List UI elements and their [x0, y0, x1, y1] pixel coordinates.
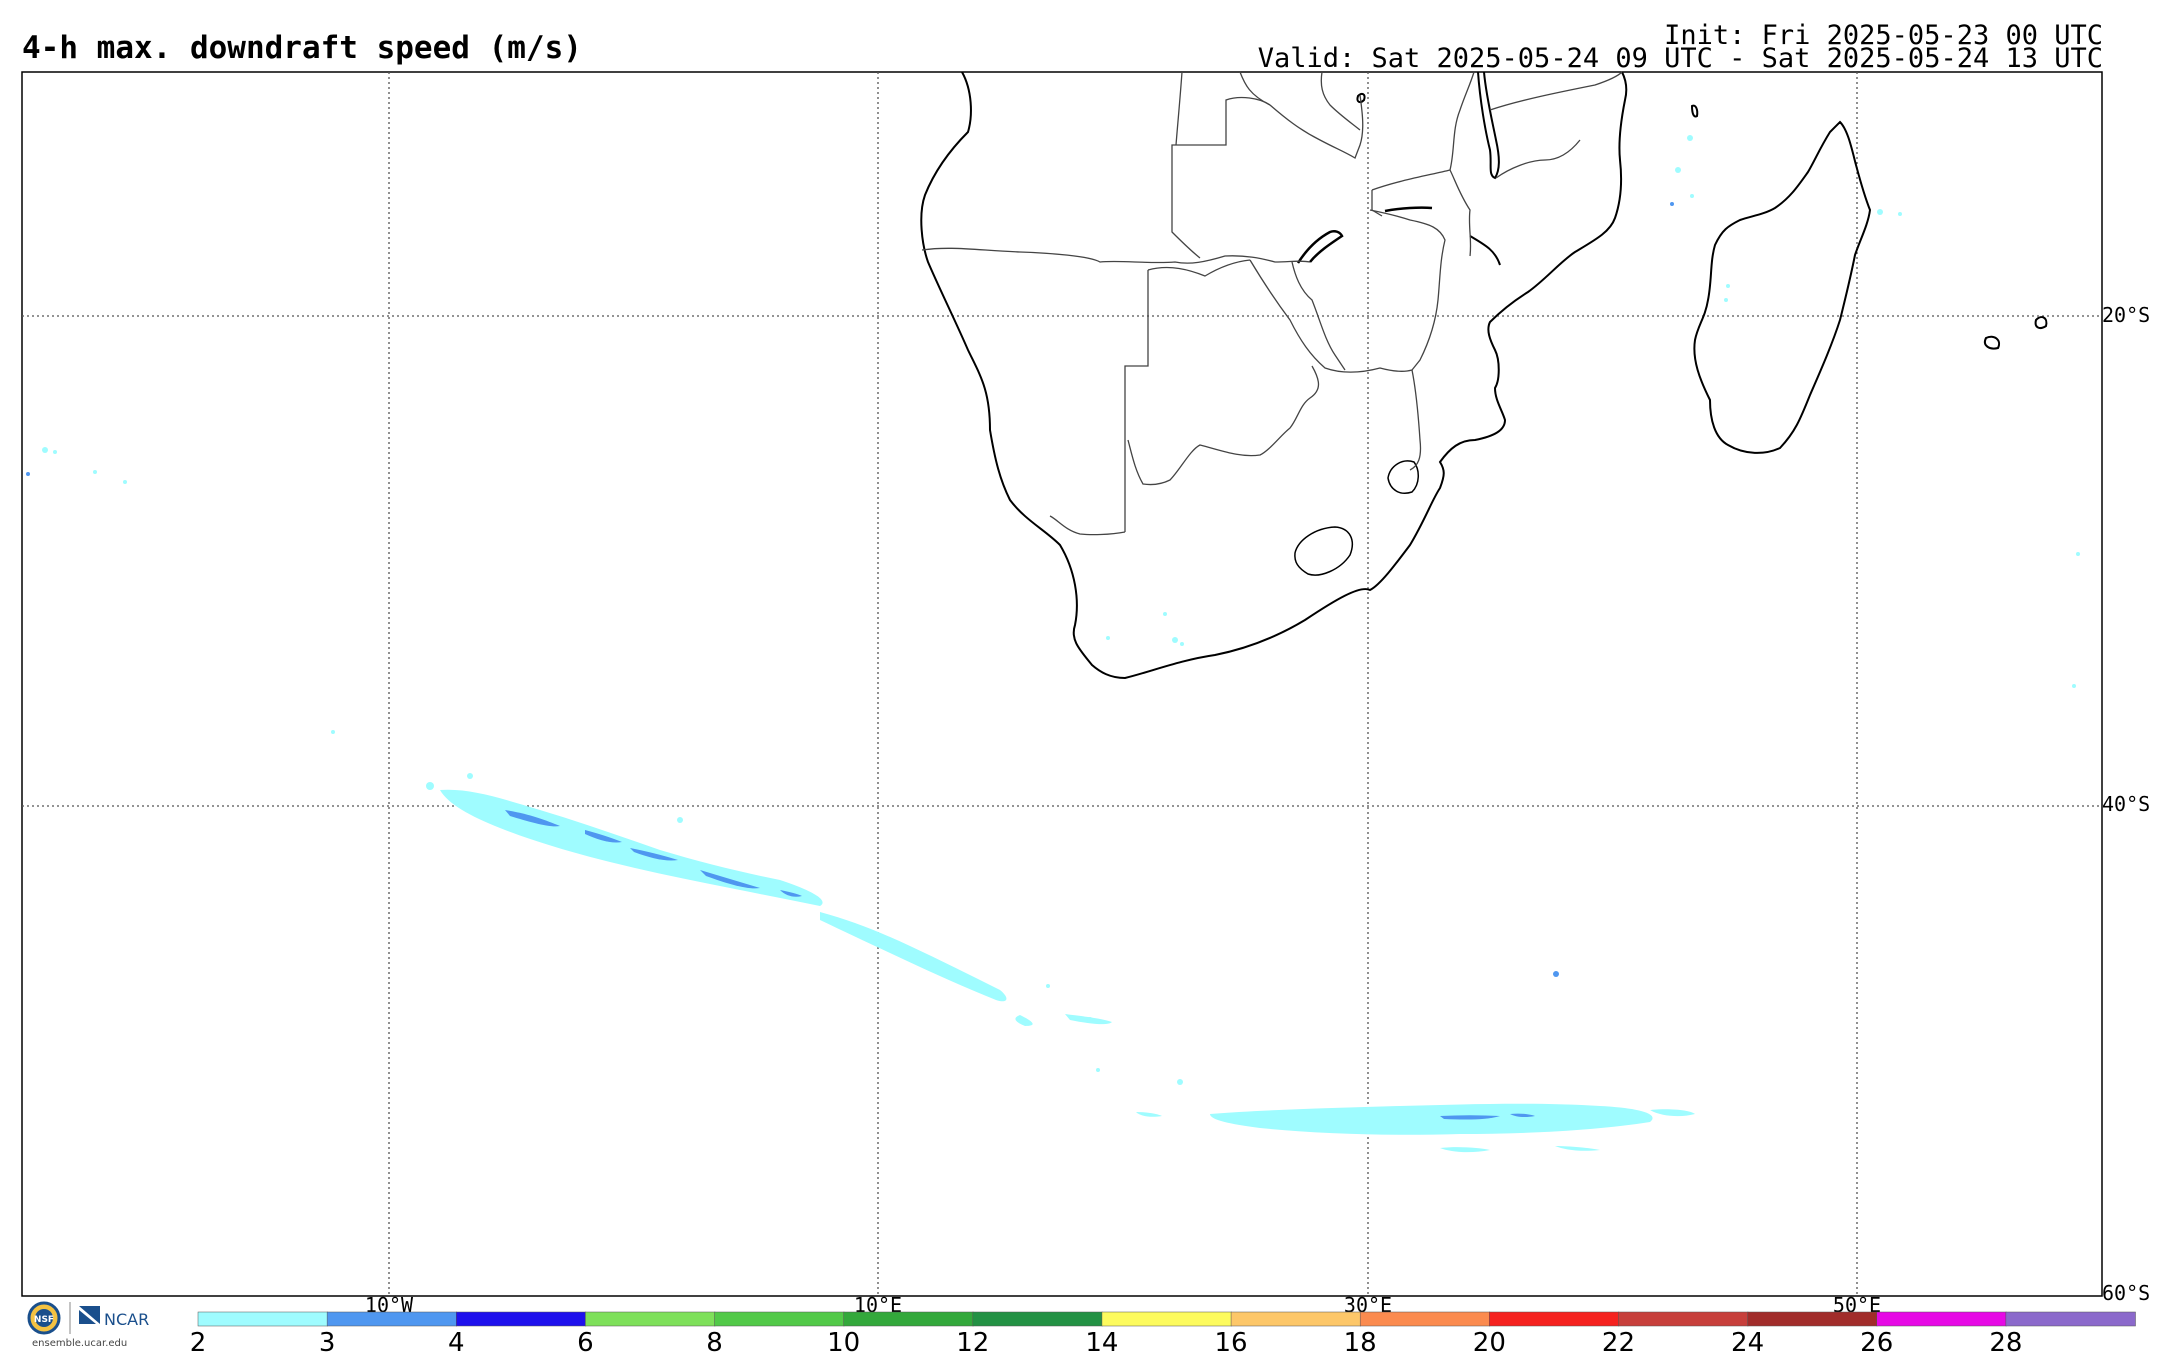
colorbar-swatch: [197, 1311, 328, 1327]
colorbar-swatch: [1359, 1311, 1491, 1327]
lake-kariba: [1296, 229, 1344, 264]
colorbar-swatch: [1747, 1311, 1878, 1327]
madagascar-coastline: [1693, 120, 1872, 454]
colorbar-swatch: [1230, 1311, 1361, 1327]
downdraft-field-level-2: [42, 135, 2080, 1153]
colorbar-swatch: [1618, 1311, 1749, 1327]
eswatini-border: [1387, 460, 1419, 494]
lesotho-border: [1294, 526, 1354, 576]
reunion-island: [1984, 335, 2000, 350]
colorbar-swatch: [1876, 1311, 2007, 1327]
colorbar-tick-label: 26: [1860, 1328, 1894, 1358]
init-time: Init: Fri 2025-05-23 00 UTC: [1664, 20, 2103, 51]
colorbar-swatch: [1101, 1311, 1232, 1327]
colorbar: [197, 1311, 2136, 1327]
colorbar-swatch: [2005, 1311, 2136, 1327]
map-title: 4-h max. downdraft speed (m/s): [22, 30, 582, 66]
colorbar-swatch: [456, 1311, 587, 1327]
colorbar-tick-label: 24: [1731, 1328, 1765, 1358]
colorbar-tick-label: 2: [189, 1328, 207, 1358]
ncar-logo: NCAR: [79, 1306, 149, 1329]
comoros-island: [1690, 104, 1699, 118]
lake-malawi: [1477, 71, 1500, 180]
colorbar-tick-label: 14: [1085, 1328, 1119, 1358]
colorbar-swatch: [585, 1311, 716, 1327]
colorbar-tick-label: 28: [1989, 1328, 2023, 1358]
colorbar-tick-label: 18: [1343, 1328, 1377, 1358]
colorbar-swatch: [972, 1311, 1103, 1327]
ncar-logo-text: NCAR: [104, 1310, 149, 1329]
colorbar-tick-label: 22: [1601, 1328, 1635, 1358]
colorbar-swatch: [326, 1311, 458, 1327]
nsf-logo-text: NSF: [34, 1315, 54, 1325]
zambezi-fragment: [1469, 235, 1501, 266]
lake-cahora-bassa: [1384, 206, 1433, 213]
nsf-logo: NSF: [27, 1301, 61, 1335]
colorbar-tick-label: 16: [1214, 1328, 1248, 1358]
colorbar-tick-label: 8: [706, 1328, 723, 1358]
colorbar-tick-label: 10: [827, 1328, 861, 1358]
lat-label-20s: 20°S: [2102, 303, 2150, 327]
colorbar-tick-label: 3: [318, 1328, 336, 1358]
valid-time: Valid: Sat 2025-05-24 09 UTC - Sat 2025-…: [1257, 43, 2103, 74]
gridlines: [22, 72, 2102, 1296]
country-borders: [921, 71, 1623, 536]
colorbar-tick-label: 20: [1472, 1328, 1506, 1358]
colorbar-swatch: [843, 1311, 974, 1327]
logo-url: ensemble.ucar.edu: [32, 1338, 127, 1349]
map-frame: [21, 71, 2103, 1297]
colorbar-swatch: [714, 1311, 845, 1327]
colorbar-swatch: [1489, 1311, 1620, 1327]
lat-label-60s: 60°S: [2102, 1281, 2150, 1305]
mauritius-island: [2034, 316, 2048, 329]
africa-coastline: [920, 71, 1628, 680]
lat-label-40s: 40°S: [2102, 792, 2150, 816]
lake-fragment: [1356, 92, 1366, 104]
colorbar-tick-label: 4: [447, 1328, 465, 1358]
colorbar-tick-label: 6: [577, 1328, 594, 1358]
downdraft-field-level-3: [26, 202, 1674, 1120]
colorbar-tick-label: 12: [956, 1328, 990, 1358]
